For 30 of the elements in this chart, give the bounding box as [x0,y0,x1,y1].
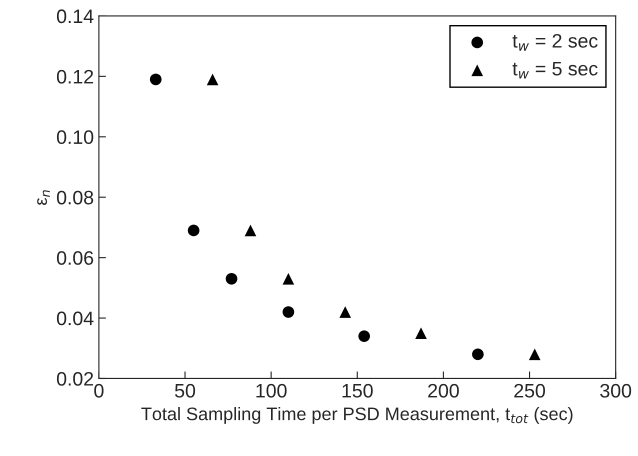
x-tick-label: 150 [342,384,373,398]
x-tick-label: 300 [600,384,632,398]
x-tick-label: 0 [94,384,104,398]
y-axis-title: ε$_{n}$ [37,190,50,205]
point [358,330,370,342]
legend-label: t$_{w}$ = 2 sec [512,34,598,51]
point [528,348,541,360]
y-tick-label: 0.02 [56,372,94,386]
x-axis-title: Total Sampling Time per PSD Measurement, t$_{tot}$ (sec) [141,407,572,424]
point [472,348,484,360]
point [282,272,294,285]
point [226,272,238,285]
x-tick-label: 250 [514,384,545,398]
y-tick-label: 0.10 [56,130,94,144]
point [206,74,218,86]
y-tick-label: 0.14 [56,9,94,24]
point [339,306,352,318]
y-tick-label: 0.04 [56,312,94,326]
y-tick-label: 0.12 [56,70,94,84]
x-tick-label: 200 [428,384,459,398]
point [188,224,200,236]
legend-label: t$_{w}$ = 5 sec [512,62,598,79]
y-tick-label: 0.08 [56,190,94,204]
point [150,74,162,86]
point [282,306,294,318]
point [244,224,256,236]
x-tick-label: 50 [174,384,196,398]
y-tick-label: 0.06 [56,251,94,265]
x-tick-label: 100 [256,384,287,398]
point [415,327,427,339]
